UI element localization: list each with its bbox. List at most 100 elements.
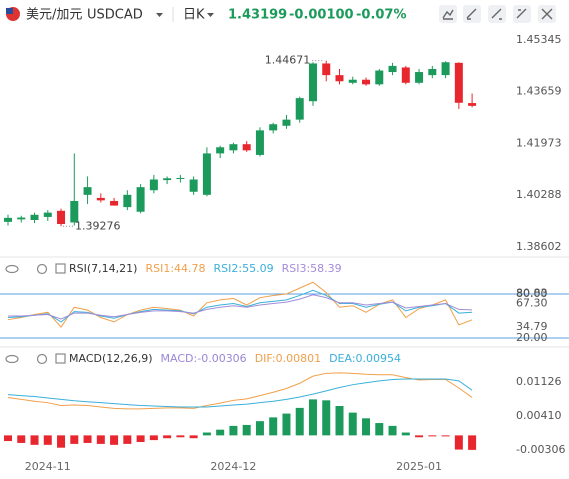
y-tick-label: 1.41973 <box>516 136 562 149</box>
tool-icons <box>442 8 553 20</box>
y-tick-label: 1.43659 <box>516 85 562 98</box>
histogram-bar <box>83 435 92 443</box>
histogram-bar <box>441 435 450 437</box>
legend-entry: RSI3:58.39 <box>282 262 342 275</box>
indicator-title: MACD(12,26,9) <box>69 352 153 365</box>
series-line <box>7 378 473 408</box>
histogram-bar <box>282 413 291 436</box>
series-line <box>7 372 473 410</box>
histogram-bar <box>401 432 410 436</box>
y-tick-label: 80.83 <box>516 286 548 299</box>
histogram-bar <box>216 429 225 436</box>
candle-body <box>70 200 79 223</box>
candle-body <box>362 79 371 85</box>
legend-entry: MACD:-0.00306 <box>161 352 247 365</box>
y-tick-label: 1.38602 <box>516 240 562 253</box>
candle-body <box>229 144 238 151</box>
candle-body <box>468 103 477 106</box>
y-tick-label: 80.00 <box>516 287 548 300</box>
indicator-icon[interactable] <box>55 263 66 274</box>
x-tick-label: 2024-12 <box>210 460 256 473</box>
legend-entry: DIF:0.00801 <box>255 352 321 365</box>
candle-body <box>388 65 397 73</box>
y-tick-label: 1.40288 <box>516 188 562 201</box>
histogram-bar <box>415 435 424 438</box>
histogram-bar <box>468 435 477 450</box>
indicator-icon[interactable] <box>55 353 66 364</box>
eye-icon[interactable] <box>5 354 19 364</box>
indicator-title: RSI(7,14,21) <box>69 262 137 275</box>
histogram-bar <box>57 435 66 448</box>
candle-body <box>348 79 357 83</box>
candle-body <box>123 194 132 208</box>
histogram-bar <box>123 435 132 444</box>
header: 美元/加元 USDCAD 日K 1.43199 -0.00100 -0.07% <box>6 5 556 23</box>
histogram-bar <box>242 424 251 436</box>
histogram-bar <box>375 423 384 436</box>
high-annotation: 1.44671 <box>265 54 311 67</box>
candle-body <box>216 147 225 154</box>
histogram-bar <box>110 435 119 445</box>
candle-body <box>43 212 52 217</box>
dropdown-caret[interactable] <box>207 13 214 17</box>
y-tick-label: 1.45345 <box>516 33 562 46</box>
x-tick-label: 2024-11 <box>25 460 71 473</box>
gear-icon[interactable] <box>36 263 48 275</box>
candle-body <box>30 214 39 221</box>
candle-body <box>415 72 424 83</box>
panel-icons <box>5 263 66 365</box>
dropdown-caret[interactable] <box>156 13 163 17</box>
candle-body <box>110 200 119 206</box>
candle-body <box>136 187 145 212</box>
flag-canton <box>6 8 13 14</box>
legend-entry: RSI2:55.09 <box>214 262 274 275</box>
histogram-bar <box>202 432 211 436</box>
tool-button[interactable] <box>488 5 506 23</box>
tool-button[interactable] <box>463 5 481 23</box>
period[interactable]: 日K <box>183 8 205 23</box>
candle-body <box>269 124 278 131</box>
candle-body <box>308 63 317 102</box>
y-tick-label: -0.00306 <box>516 443 565 456</box>
histogram-bar <box>269 417 278 436</box>
y-tick-label: 0.01126 <box>516 375 562 388</box>
candle-body <box>4 217 12 222</box>
low-annotation: 1.39276 <box>75 219 121 232</box>
y-tick-label: 67.30 <box>516 296 548 309</box>
eye-icon[interactable] <box>5 264 19 274</box>
candle-body <box>149 179 158 191</box>
histogram-bar <box>255 421 264 436</box>
legend-entry: RSI1:44.78 <box>145 262 205 275</box>
legend-entry: DEA:0.00954 <box>329 352 401 365</box>
candle-body <box>295 98 304 120</box>
histogram-bar <box>308 399 317 436</box>
histogram-bar <box>43 435 52 445</box>
pair-name[interactable]: 美元/加元 <box>26 8 82 23</box>
tool-button[interactable] <box>439 5 457 23</box>
histogram-bar <box>322 400 331 436</box>
change-pct: -0.07% <box>356 8 407 23</box>
y-tick-label: 20.00 <box>516 331 548 344</box>
candle-body <box>83 187 92 195</box>
candle-body <box>96 197 105 201</box>
gear-icon[interactable] <box>36 353 48 365</box>
histogram-bar <box>96 435 105 444</box>
candle-body <box>401 67 410 83</box>
histogram-bar <box>163 435 172 439</box>
series-line <box>8 294 473 320</box>
symbol[interactable]: USDCAD <box>87 8 143 23</box>
histogram-bar <box>388 425 397 436</box>
y-tick-label: 34.79 <box>516 320 548 333</box>
toolbar <box>439 5 556 23</box>
histogram-bar <box>136 435 145 442</box>
change: -0.00100 <box>289 8 354 23</box>
candle-body <box>163 178 172 181</box>
x-tick-label: 2025-01 <box>396 460 442 473</box>
tool-button[interactable] <box>513 5 531 23</box>
candle-body <box>202 153 211 195</box>
candle-body <box>441 62 450 76</box>
candle-body <box>282 119 291 126</box>
candle-body <box>375 70 384 85</box>
histogram-bar <box>17 435 26 443</box>
